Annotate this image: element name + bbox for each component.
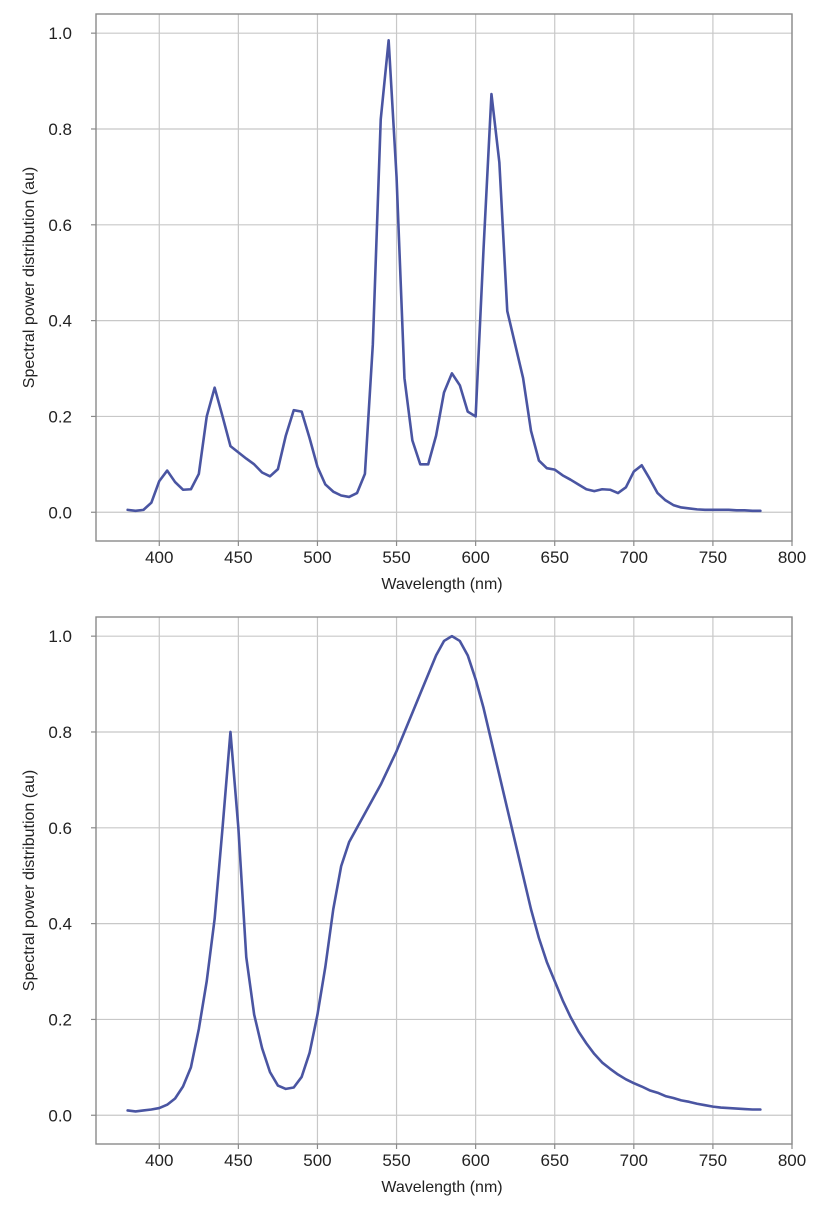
plot-frame — [95, 616, 793, 1145]
x-tick-label: 500 — [303, 1151, 331, 1170]
x-tick-label: 700 — [620, 1151, 648, 1170]
spectrum-line — [126, 39, 762, 513]
y-tick-label: 0.2 — [48, 1010, 72, 1029]
y-tick-label: 1.0 — [48, 24, 72, 43]
y-tick-label: 0.0 — [48, 503, 72, 522]
y-tick-label: 0.8 — [48, 723, 72, 742]
x-tick-label: 650 — [541, 1151, 569, 1170]
spectrum-line — [126, 634, 762, 1113]
x-tick-label: 750 — [699, 548, 727, 567]
x-tick-label: 450 — [224, 548, 252, 567]
y-tick-label: 0.4 — [48, 915, 72, 934]
chart-bottom: 400 450 500 550 600 650 700 750 800 0.0 0.2 0.4 0.6 0… — [21, 616, 806, 1196]
y-tick-label: 0.2 — [48, 407, 72, 426]
y-tick-label: 0.0 — [48, 1106, 72, 1125]
x-tick-label: 600 — [461, 1151, 489, 1170]
x-tick-label: 750 — [699, 1151, 727, 1170]
y-tick-label: 1.0 — [48, 627, 72, 646]
y-axis-label: Spectral power distribution (au) — [21, 770, 38, 991]
x-axis-label: Wavelength (nm) — [381, 576, 502, 593]
x-axis-label: Wavelength (nm) — [381, 1179, 502, 1196]
x-tick-label: 400 — [145, 1151, 173, 1170]
plot-frame — [95, 13, 793, 542]
y-axis-label: Spectral power distribution (au) — [21, 167, 38, 388]
x-tick-label: 500 — [303, 548, 331, 567]
y-tick-label: 0.4 — [48, 312, 72, 331]
x-tick-label: 600 — [461, 548, 489, 567]
y-tick-label: 0.6 — [48, 819, 72, 838]
x-tick-label: 650 — [541, 548, 569, 567]
x-tick-label: 400 — [145, 548, 173, 567]
x-tick-label: 700 — [620, 548, 648, 567]
chart-top: 400 450 500 550 600 650 700 750 800 0.0 0.2 0.4 0.6 0… — [21, 13, 806, 593]
x-tick-label: 450 — [224, 1151, 252, 1170]
x-tick-label: 800 — [778, 548, 806, 567]
x-tick-label: 550 — [382, 1151, 410, 1170]
y-tick-label: 0.6 — [48, 216, 72, 235]
y-tick-label: 0.8 — [48, 120, 72, 139]
x-tick-label: 550 — [382, 548, 410, 567]
x-tick-label: 800 — [778, 1151, 806, 1170]
